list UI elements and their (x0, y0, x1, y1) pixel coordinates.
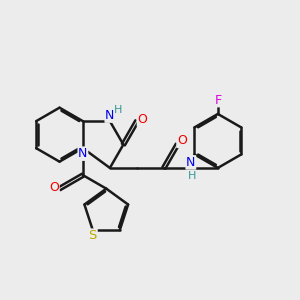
Text: H: H (188, 171, 196, 181)
Text: S: S (88, 229, 97, 242)
Text: O: O (49, 181, 59, 194)
Text: N: N (105, 109, 115, 122)
Text: O: O (177, 134, 187, 147)
Text: F: F (214, 94, 221, 106)
Text: N: N (186, 156, 196, 169)
Text: N: N (78, 147, 88, 160)
Text: H: H (114, 104, 123, 115)
Text: O: O (137, 113, 147, 126)
